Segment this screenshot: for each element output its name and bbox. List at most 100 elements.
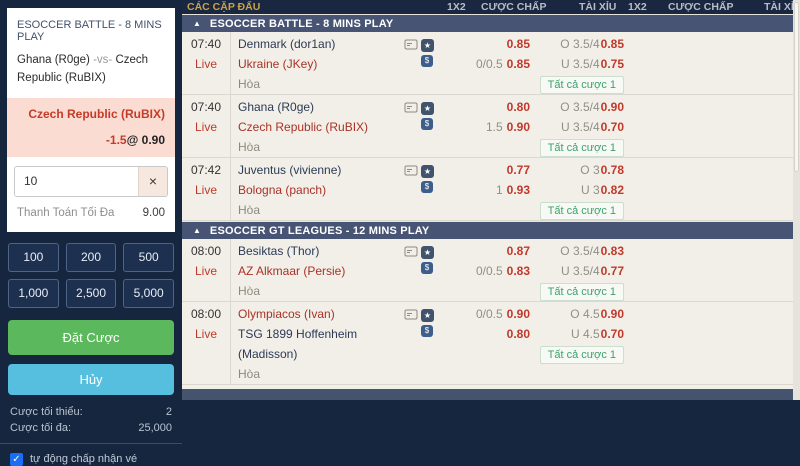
- all-bets-button[interactable]: Tất cả cược 1: [539, 139, 624, 157]
- chip-200[interactable]: 200: [65, 242, 117, 272]
- live-stream-icon[interactable]: [404, 309, 418, 322]
- hdp-home-odds[interactable]: 0.80: [506, 100, 530, 114]
- under-line: U 3.5/4: [560, 264, 600, 278]
- away-team: Bologna (panch): [238, 183, 327, 197]
- column-header-bar: CÁC CẶP ĐẤU 1X2 CƯỢC CHẤP TÀI XỈU 1X2 CƯ…: [182, 0, 800, 14]
- clear-stake-button[interactable]: ×: [138, 166, 167, 196]
- chip-100[interactable]: 100: [8, 242, 59, 272]
- hdp-home-odds[interactable]: 0.90: [506, 307, 530, 321]
- cash-odds-icon[interactable]: $: [421, 262, 433, 274]
- over-line: O 3.5/4: [560, 244, 600, 258]
- cash-odds-icon[interactable]: $: [421, 55, 433, 67]
- all-bets-button[interactable]: Tất cả cược 1: [539, 346, 624, 364]
- min-bet-label: Cược tối thiểu:: [10, 405, 83, 418]
- hdp-away-odds[interactable]: 0.83: [506, 264, 530, 278]
- col-overunder-a: TÀI XỈU: [579, 1, 617, 13]
- live-stream-icon[interactable]: [404, 165, 418, 178]
- scrollbar-thumb[interactable]: [794, 2, 799, 172]
- max-payout-label: Thanh Toán Tối Đa: [17, 206, 115, 219]
- live-badge: Live: [194, 57, 217, 71]
- match-row: 08:00 Live Besiktas (Thor) AZ Alkmaar (P…: [182, 239, 800, 302]
- max-bet-value: 25,000: [138, 421, 172, 434]
- live-badge: Live: [194, 327, 217, 341]
- max-bet-label: Cược tối đa:: [10, 421, 72, 434]
- col-handicap-b: CƯỢC CHẤP: [668, 1, 734, 13]
- hdp-home-odds[interactable]: 0.85: [506, 37, 530, 51]
- under-odds[interactable]: 0.70: [600, 327, 624, 341]
- live-stream-icon[interactable]: [404, 102, 418, 115]
- over-odds[interactable]: 0.78: [600, 163, 624, 177]
- over-line: O 3: [580, 163, 600, 177]
- vertical-scrollbar[interactable]: [793, 0, 800, 400]
- chip-5000[interactable]: 5,000: [123, 278, 174, 308]
- under-odds[interactable]: 0.77: [600, 264, 624, 278]
- auto-accept-label: tự động chấp nhận vé: [30, 453, 138, 466]
- favorite-star-icon[interactable]: ★: [421, 246, 434, 259]
- over-odds[interactable]: 0.90: [600, 307, 624, 321]
- all-bets-button[interactable]: Tất cả cược 1: [539, 202, 624, 220]
- auto-accept-checkbox[interactable]: ✓: [10, 452, 23, 466]
- under-odds[interactable]: 0.82: [600, 183, 624, 197]
- under-line: U 4.5: [570, 327, 600, 341]
- over-odds[interactable]: 0.85: [600, 37, 624, 51]
- hdp-away-line: 0/0.5: [475, 264, 503, 278]
- hdp-away-odds[interactable]: 0.85: [506, 57, 530, 71]
- live-stream-icon[interactable]: [404, 246, 418, 259]
- all-bets-button[interactable]: Tất cả cược 1: [539, 76, 624, 94]
- match-row: 08:00 Live Olympiacos (Ivan) TSG 1899 Ho…: [182, 302, 800, 385]
- home-team: Denmark (dor1an): [238, 37, 336, 51]
- bet-slip-league-title: ESOCCER BATTLE - 8 MINS PLAY: [17, 19, 162, 43]
- col-overunder-b: TÀI XỈU: [764, 1, 800, 13]
- auto-accept-row[interactable]: ✓ tự động chấp nhận vé: [10, 452, 172, 466]
- matchup-away: Czech Republic (RuBIX): [17, 54, 149, 84]
- chip-500[interactable]: 500: [123, 242, 174, 272]
- chip-2500[interactable]: 2,500: [65, 278, 117, 308]
- hdp-away-line: 0/0.5: [475, 57, 503, 71]
- match-time: 08:00: [190, 307, 222, 321]
- over-line: O 3.5/4: [560, 100, 600, 114]
- hdp-home-odds[interactable]: 0.77: [506, 163, 530, 177]
- hdp-away-odds[interactable]: 0.93: [506, 183, 530, 197]
- col-1x2-a: 1X2: [447, 1, 466, 13]
- odds-table: CÁC CẶP ĐẤU 1X2 CƯỢC CHẤP TÀI XỈU 1X2 CƯ…: [182, 0, 800, 400]
- live-badge: Live: [194, 183, 217, 197]
- col-1x2-b: 1X2: [628, 1, 647, 13]
- away-team: TSG 1899 Hoffenheim: [238, 327, 358, 341]
- home-team: Olympiacos (Ivan): [238, 307, 335, 321]
- under-odds[interactable]: 0.75: [600, 57, 624, 71]
- section-header-battle[interactable]: ▲ ESOCCER BATTLE - 8 MINS PLAY: [182, 14, 800, 32]
- next-section-bar: [182, 389, 793, 400]
- match-time: 07:40: [190, 37, 222, 51]
- under-line: U 3.5/4: [560, 120, 600, 134]
- match-time: 07:42: [190, 163, 222, 177]
- over-odds[interactable]: 0.83: [600, 244, 624, 258]
- collapse-icon: ▲: [193, 225, 201, 235]
- hdp-away-odds[interactable]: 0.90: [506, 120, 530, 134]
- live-stream-icon[interactable]: [404, 39, 418, 52]
- all-bets-button[interactable]: Tất cả cược 1: [539, 283, 624, 301]
- hdp-away-odds[interactable]: 0.80: [506, 327, 530, 341]
- place-bet-button[interactable]: Đặt Cược: [8, 319, 174, 355]
- cash-odds-icon[interactable]: $: [421, 118, 433, 130]
- cancel-bet-button[interactable]: Hủy: [8, 363, 174, 395]
- matchup-vs: -vs-: [89, 54, 116, 66]
- over-odds[interactable]: 0.90: [600, 100, 624, 114]
- favorite-star-icon[interactable]: ★: [421, 165, 434, 178]
- selection-price: @ 0.90: [126, 132, 165, 147]
- under-odds[interactable]: 0.70: [600, 120, 624, 134]
- section-header-gt-leagues[interactable]: ▲ ESOCCER GT LEAGUES - 12 MINS PLAY: [182, 221, 800, 239]
- hdp-home-odds[interactable]: 0.87: [506, 244, 530, 258]
- favorite-star-icon[interactable]: ★: [421, 39, 434, 52]
- min-bet-value: 2: [165, 405, 172, 418]
- stake-input[interactable]: [15, 166, 138, 196]
- away-team-line2: (Madisson): [238, 347, 298, 361]
- section-title: ESOCCER BATTLE - 8 MINS PLAY: [209, 17, 394, 30]
- cash-odds-icon[interactable]: $: [421, 325, 433, 337]
- cash-odds-icon[interactable]: $: [421, 181, 433, 193]
- chip-1000[interactable]: 1,000: [8, 278, 59, 308]
- favorite-star-icon[interactable]: ★: [421, 102, 434, 115]
- stake-input-wrap: ×: [14, 165, 168, 197]
- bet-slip-card: ESOCCER BATTLE - 8 MINS PLAY Ghana (R0ge…: [7, 8, 175, 232]
- favorite-star-icon[interactable]: ★: [421, 309, 434, 322]
